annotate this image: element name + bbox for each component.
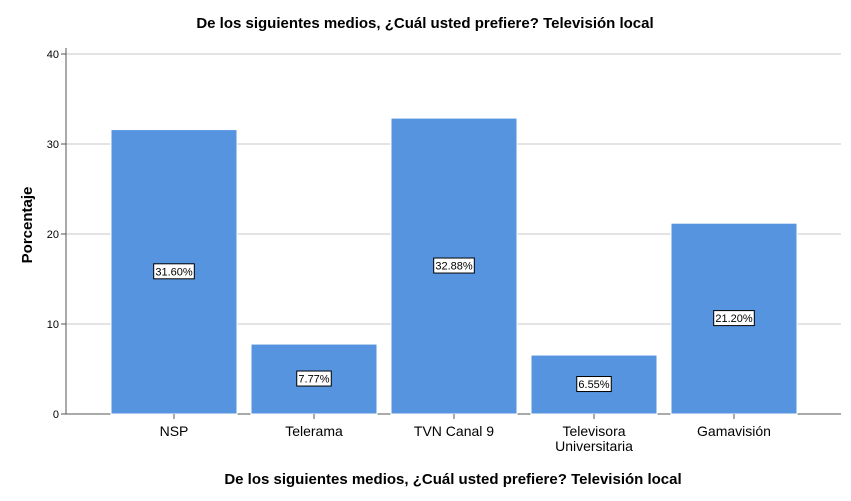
data-labels: 31.60% 7.77% 32.88% 6.55% 21.20% [153,257,755,393]
chart-title: De los siguientes medios, ¿Cuál usted pr… [196,15,653,32]
x-category-label: Telerama [285,423,343,439]
x-category-label: NSP [160,423,189,439]
data-label-text: 32.88% [435,261,473,273]
y-tick-label: 10 [47,319,59,331]
y-axis-ticks: 0 10 20 30 40 [47,49,66,421]
y-tick-label: 0 [53,409,59,421]
data-label-text: 21.20% [715,313,753,325]
data-label: 7.77% [296,370,332,387]
data-label-box [433,257,475,274]
y-axis-title: Porcentaje [19,187,36,264]
data-label-box [713,310,755,327]
y-tick-label: 40 [47,49,59,61]
x-category-label: Gamavisión [697,423,771,439]
y-tick-label: 30 [47,139,59,151]
data-label: 31.60% [153,263,195,280]
data-label: 21.20% [713,310,755,327]
data-label-text: 6.55% [578,379,609,391]
x-axis-title: De los siguientes medios, ¿Cuál usted pr… [224,471,681,488]
data-label-box [576,376,612,393]
data-label: 32.88% [433,257,475,274]
data-label-box [153,263,195,280]
data-label-text: 31.60% [155,266,193,278]
data-label: 6.55% [576,376,612,393]
y-tick-label: 20 [47,229,59,241]
x-axis-categories: NSP Telerama TVN Canal 9 TelevisoraUniversi… [160,414,771,454]
x-category-label: Universitaria [555,438,633,454]
x-category-label: Televisora [562,423,625,439]
x-category-label: TVN Canal 9 [414,423,494,439]
data-label-text: 7.77% [298,374,329,386]
data-label-box [296,370,332,387]
